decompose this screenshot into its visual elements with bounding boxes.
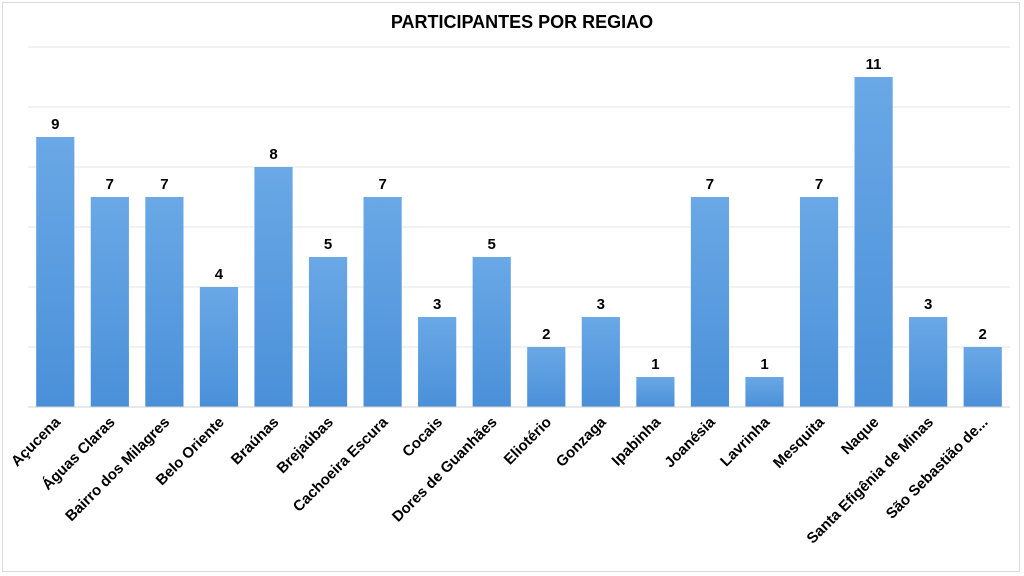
data-label: 3: [924, 296, 932, 313]
data-label: 7: [160, 176, 168, 193]
bars: [36, 77, 1002, 407]
bar: [581, 317, 620, 407]
bar: [854, 77, 893, 407]
bar: [963, 347, 1002, 407]
x-tick-label: Açucena: [8, 413, 65, 470]
data-label: 1: [651, 356, 659, 373]
data-label: 11: [866, 56, 882, 73]
data-label: 2: [542, 326, 550, 343]
x-tick-label: Mesquita: [770, 413, 828, 471]
bar: [472, 257, 511, 407]
x-tick-label: Lavrinha: [717, 413, 774, 470]
bar: [745, 377, 784, 407]
bar: [363, 197, 402, 407]
data-labels: 9 7 7 4 8 5 7 3 5 2 3 1 7 1 7 11 3 2: [51, 56, 987, 373]
x-tick-label: Cachoeira Escura: [290, 413, 392, 515]
x-tick-label: Joanésia: [661, 413, 719, 471]
data-label: 9: [51, 116, 59, 133]
bar: [36, 137, 75, 407]
x-tick-label: Braúnas: [228, 414, 282, 468]
x-tick-label: Gonzaga: [553, 413, 610, 470]
data-label: 3: [433, 296, 441, 313]
data-label: 5: [324, 236, 332, 253]
data-label: 7: [378, 176, 386, 193]
bar: [308, 257, 348, 407]
data-label: 2: [979, 326, 987, 343]
bar: [145, 197, 184, 407]
x-tick-label: São Sebastião de...: [883, 414, 992, 523]
x-tick-label: Bairro dos Milagres: [62, 414, 173, 525]
x-tick-label: Eliotério: [501, 414, 555, 468]
data-label: 7: [106, 176, 114, 193]
x-tick-label: Ipabinha: [609, 413, 665, 469]
x-tick-label: Dores de Guanhães: [389, 414, 501, 526]
bar: [254, 167, 293, 407]
bar: [909, 317, 948, 407]
data-label: 7: [706, 176, 714, 193]
chart-title: PARTICIPANTES POR REGIAO: [391, 12, 653, 32]
data-label: 4: [215, 266, 224, 283]
data-label: 7: [815, 176, 823, 193]
bar: [690, 197, 730, 407]
bar: [527, 347, 566, 407]
bar: [799, 197, 839, 407]
bar: [418, 317, 457, 407]
x-tick-label: Cocais: [399, 414, 446, 461]
bar: [199, 287, 239, 407]
data-label: 8: [269, 146, 277, 163]
x-tick-label: Naque: [838, 414, 882, 458]
data-label: 3: [597, 296, 605, 313]
data-label: 1: [760, 356, 768, 373]
gridlines: [28, 46, 1010, 348]
bar: [636, 377, 675, 407]
bar: [90, 197, 129, 407]
data-label: 5: [488, 236, 496, 253]
